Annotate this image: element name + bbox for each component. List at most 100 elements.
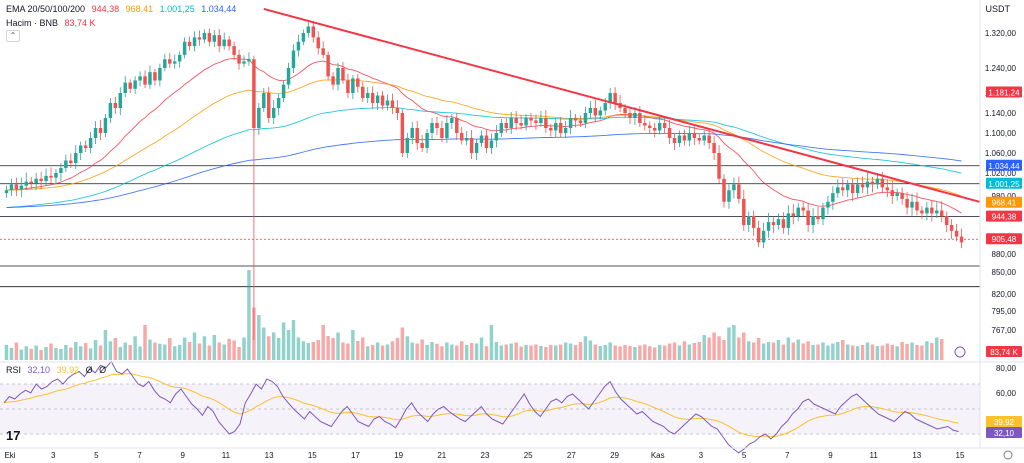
price-label-box	[986, 210, 1022, 222]
candle	[469, 138, 474, 153]
volume-bar	[900, 342, 904, 360]
candle	[78, 145, 83, 153]
candle	[633, 113, 637, 118]
price-label-box	[986, 196, 1022, 208]
candle	[187, 41, 192, 47]
candle	[365, 93, 370, 98]
candle	[544, 118, 548, 128]
volume-bar	[9, 348, 14, 360]
volume-bar	[920, 345, 924, 360]
volume-bar	[732, 325, 736, 360]
volume-bar	[78, 346, 83, 360]
ema-title: EMA 20/50/100/200	[6, 4, 86, 14]
volume-bar	[212, 335, 217, 360]
volume-bar	[692, 343, 697, 360]
ema-legend[interactable]: EMA 20/50/100/200 944,38 968,41 1.001,25…	[6, 3, 240, 15]
candle	[83, 145, 88, 148]
candle	[826, 201, 830, 208]
candle	[361, 86, 365, 98]
candle	[227, 39, 231, 47]
time-tick-label: 15	[956, 451, 965, 460]
currency-label[interactable]: USDT	[985, 4, 1011, 14]
candle	[608, 93, 612, 103]
rsi-legend[interactable]: RSI 32,10 39,92 Ø Ø	[6, 364, 110, 376]
time-tick-label: 3	[699, 451, 704, 460]
price-tick-label: 1.020,00	[985, 169, 1017, 178]
volume-bar	[742, 332, 746, 360]
candle	[425, 133, 429, 148]
candle	[751, 216, 756, 228]
price-pane	[0, 7, 980, 340]
candle	[959, 236, 964, 243]
volume-bar	[197, 343, 202, 360]
volume-bar	[375, 342, 380, 360]
candle	[890, 190, 894, 196]
candle	[742, 198, 746, 225]
candle	[232, 46, 236, 55]
price-label-box	[986, 86, 1022, 98]
volume-bar	[756, 338, 761, 360]
volume-bar	[588, 340, 593, 360]
price-label-box	[986, 177, 1022, 189]
candle	[563, 128, 568, 133]
price-tick-label: 980,00	[992, 192, 1017, 201]
candle	[529, 118, 533, 121]
volume-bar	[707, 337, 711, 360]
rsi-line	[3, 360, 959, 454]
candle	[14, 184, 19, 190]
ema100-value: 1.001,25	[159, 4, 195, 14]
candle	[257, 108, 261, 128]
volume-bar	[890, 345, 894, 360]
volume-bar	[276, 338, 281, 360]
candle	[534, 120, 538, 123]
rsi-value: 32,10	[27, 365, 51, 375]
volume-bar	[148, 339, 152, 360]
tradingview-logo-icon[interactable]: 17	[6, 428, 21, 443]
candle	[44, 175, 48, 182]
volume-bar	[534, 344, 538, 360]
volume-bar	[524, 345, 528, 360]
volume-bar	[484, 346, 489, 360]
volume-bar	[855, 346, 860, 360]
volume-legend[interactable]: Hacim · BNB 83,74 K	[6, 17, 100, 29]
candle	[613, 93, 617, 103]
candle	[192, 37, 197, 47]
volume-bar	[380, 345, 385, 360]
volume-bar	[638, 345, 642, 360]
volume-bar	[252, 307, 256, 360]
ema20-value: 944,38	[91, 4, 120, 14]
time-tick-label: 13	[912, 451, 921, 460]
volume-bar	[365, 346, 370, 360]
candle	[870, 181, 875, 185]
candle	[49, 175, 53, 178]
candle	[895, 193, 899, 196]
rsi-ma-line	[3, 373, 959, 438]
volume-bar	[108, 341, 113, 360]
candle	[707, 135, 711, 143]
candle	[806, 210, 810, 225]
candle	[484, 135, 489, 148]
volume-bar	[202, 336, 207, 360]
candle	[143, 76, 147, 85]
candle	[74, 153, 78, 163]
volume-bar	[113, 338, 118, 360]
volume-bar	[841, 340, 845, 360]
volume-bar	[910, 342, 914, 360]
candle	[954, 230, 959, 237]
volume-bar	[168, 338, 172, 360]
volume-bar	[138, 346, 142, 360]
volume-bar	[118, 347, 123, 360]
volume-bar	[74, 342, 78, 360]
volume-bar	[59, 349, 63, 360]
collapse-legend-button[interactable]: ⌃	[6, 30, 20, 42]
volume-bar	[806, 341, 810, 360]
volume-bar	[880, 345, 885, 360]
candle	[336, 68, 340, 85]
volume-bar	[930, 343, 934, 360]
candle	[207, 33, 212, 42]
candle	[697, 138, 701, 141]
volume-bar	[410, 342, 414, 360]
candle	[464, 138, 469, 141]
volume-bar	[504, 344, 508, 360]
